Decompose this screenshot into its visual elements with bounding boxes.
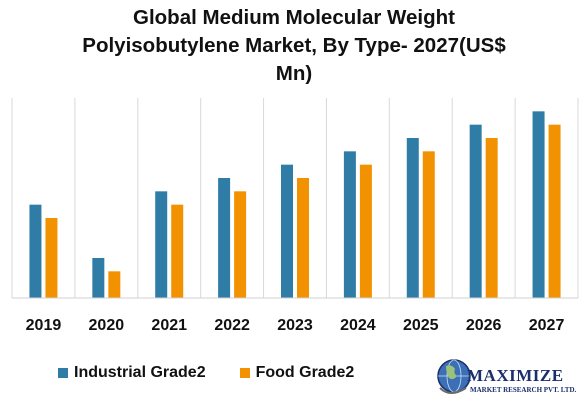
legend-label: Food Grade2	[255, 364, 355, 381]
bar-food-grade2-2021	[171, 204, 184, 298]
x-tick-label-2022: 2022	[214, 317, 250, 334]
bar-industrial-grade2-2020	[92, 258, 105, 298]
x-tick-label-2019: 2019	[26, 317, 62, 334]
bar-industrial-grade2-2019	[29, 204, 42, 298]
bar-industrial-grade2-2025	[406, 138, 419, 298]
x-tick-label-2027: 2027	[529, 317, 565, 334]
bar-food-grade2-2022	[234, 191, 247, 298]
x-tick-label-2026: 2026	[466, 317, 502, 334]
bar-industrial-grade2-2023	[281, 164, 293, 298]
legend-item: Food Grade2	[239, 364, 355, 382]
bars	[29, 111, 561, 299]
bar-industrial-grade2-2022	[218, 178, 231, 298]
legend-swatch	[239, 368, 250, 378]
x-tick-label-2023: 2023	[277, 317, 313, 334]
chart-title: Global Medium Molecular Weight Polyisobu…	[82, 6, 506, 85]
bar-industrial-grade2-2027	[532, 111, 545, 298]
bar-industrial-grade2-2024	[343, 151, 356, 298]
legend-label: Industrial Grade2	[74, 364, 206, 381]
bar-chart: 2019 2020 2021 2022 2023 2024 2025 2026 2027	[11, 98, 579, 334]
bar-food-grade2-2026	[485, 138, 498, 298]
x-tick-label-2020: 2020	[89, 317, 125, 334]
bar-food-grade2-2025	[422, 151, 435, 298]
bar-food-grade2-2019	[45, 218, 58, 298]
bar-food-grade2-2024	[359, 164, 372, 298]
legend: Industrial Grade2 Food Grade2	[58, 362, 388, 384]
maximize-logo: MAXIMIZE MARKET RESEARCH PVT. LTD.	[437, 359, 577, 394]
x-tick-label-2024: 2024	[340, 317, 376, 334]
bar-food-grade2-2020	[108, 271, 121, 298]
x-tick-label-2021: 2021	[151, 317, 187, 334]
bar-industrial-grade2-2021	[155, 191, 168, 298]
bar-industrial-grade2-2026	[469, 124, 482, 299]
x-axis-tick-labels: 2019 2020 2021 2022 2023 2024 2025 2026 2027	[26, 317, 565, 334]
grid-lines	[11, 98, 579, 298]
legend-item: Industrial Grade2	[58, 364, 206, 382]
legend-swatch	[58, 368, 68, 378]
logo-name: MAXIMIZE	[467, 366, 564, 385]
logo-subtitle: MARKET RESEARCH PVT. LTD.	[470, 386, 577, 394]
bar-food-grade2-2027	[548, 124, 561, 299]
x-tick-label-2025: 2025	[403, 317, 439, 334]
globe-icon	[437, 359, 471, 394]
bar-food-grade2-2023	[297, 178, 309, 298]
